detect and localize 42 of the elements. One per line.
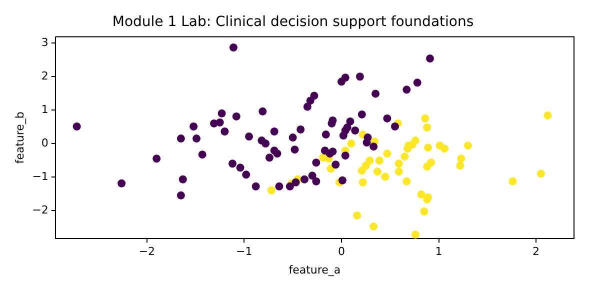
point [381, 172, 390, 181]
point [420, 207, 428, 216]
x-tick-label: 1 [435, 245, 442, 258]
point [508, 177, 517, 186]
point [366, 156, 374, 165]
point [394, 160, 403, 168]
y-tick-label: −2 [32, 203, 48, 216]
point [411, 230, 420, 239]
point [375, 156, 384, 165]
point [353, 212, 362, 220]
point [267, 186, 276, 194]
point [417, 190, 426, 198]
point [456, 162, 464, 170]
y-tick-label: −1 [32, 170, 48, 183]
point [536, 170, 545, 178]
x-tick-label: −1 [236, 245, 252, 258]
x-tick-label: 0 [338, 245, 345, 258]
x-tick-label: 2 [532, 245, 540, 258]
y-tick-label: 1 [41, 102, 48, 116]
point [373, 168, 382, 176]
y-tick-label: 3 [41, 36, 48, 50]
point [423, 123, 432, 132]
y-tick-label: 0 [41, 136, 48, 150]
point [457, 154, 466, 163]
y-tick-label: 2 [41, 69, 48, 82]
point [464, 142, 472, 150]
point [370, 222, 378, 231]
point [402, 177, 411, 186]
point [423, 162, 432, 171]
point [347, 140, 356, 148]
point [400, 152, 409, 161]
point [394, 168, 403, 176]
x-axis-title: feature_a [288, 263, 341, 276]
point [440, 144, 449, 153]
chart-title: Module 1 Lab: Clinical decision support foundations [112, 14, 474, 30]
point [358, 178, 367, 186]
y-axis-title: feature_b [13, 112, 26, 164]
x-tick-label: −2 [138, 245, 155, 258]
point [424, 144, 432, 152]
point [383, 150, 392, 158]
point [421, 114, 430, 122]
point [544, 111, 552, 120]
